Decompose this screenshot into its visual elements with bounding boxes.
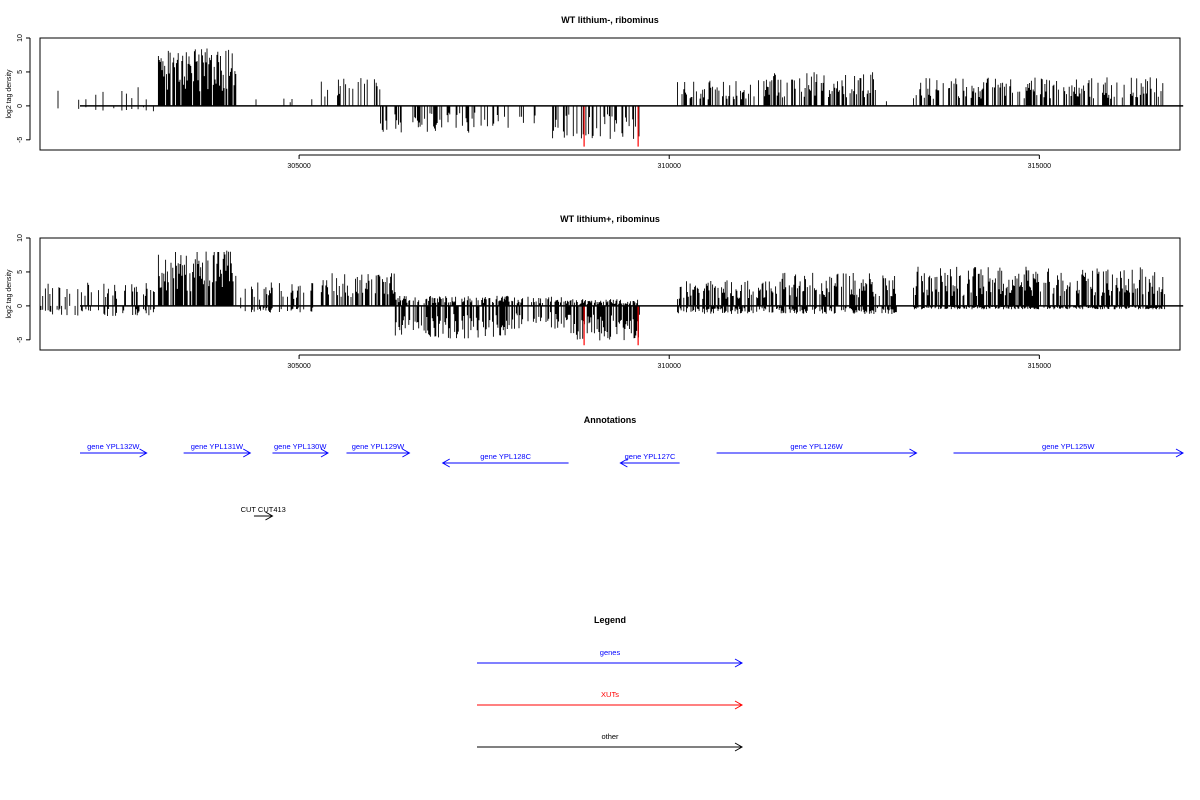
legend-items: genes XUTs other [477,648,744,752]
x-tick-label: 315000 [1028,363,1051,370]
annotation-feature: gene YPL128C [441,452,569,468]
y-tick-label: -5 [17,137,24,143]
x-tick-label: 315000 [1028,163,1051,170]
legend-item: other [477,732,744,752]
arrow-right-icon [734,700,744,710]
y-axis: -5 0 5 10 [17,234,31,343]
plot-frame [39,37,1181,151]
annotation-feature: gene YPL131W [183,442,252,458]
feature-label: gene YPL131W [191,442,244,451]
arrow-right-icon [402,448,411,458]
arrow-right-icon [1175,448,1184,458]
y-tick-label: 5 [17,70,24,74]
density-bar-series [39,250,1166,341]
x-tick-label: 305000 [287,163,310,170]
track-title: WT lithium-, ribominus [561,15,659,25]
arrow-left-icon [619,458,628,468]
legend-title: Legend [594,615,626,625]
arrow-left-icon [441,458,450,468]
xut-bars [583,305,639,346]
annotation-feature: gene YPL129W [346,442,411,458]
annotation-feature: gene YPL132W [80,442,148,458]
density-bars [39,250,1166,341]
arrow-right-icon [320,448,329,458]
density-bars [57,48,1164,139]
legend-label: XUTs [601,690,619,699]
y-tick-label: 0 [17,104,24,108]
density-bar-series [57,48,1164,139]
x-tick-label: 310000 [658,363,681,370]
arrow-right-icon [734,658,744,668]
y-axis: -5 0 5 10 [17,34,31,143]
feature-label: gene YPL127C [625,452,676,461]
y-tick-label: 0 [17,304,24,308]
annotation-feature: gene YPL125W [953,442,1184,458]
arrow-right-icon [139,448,148,458]
track-title: WT lithium+, ribominus [560,214,660,224]
legend-item: genes [477,648,744,668]
feature-label: gene YPL130W [274,442,327,451]
annotation-feature: gene YPL127C [619,452,680,468]
track-panel-lithium-plus: WT lithium+, ribominus log2 tag density … [6,214,1184,370]
x-tick-label: 305000 [287,363,310,370]
y-tick-label: -5 [17,337,24,343]
x-axis: 305000 310000 315000 [287,154,1051,170]
annotation-feature: gene YPL126W [716,442,918,458]
annotations-panel: Annotations gene YPL132W gene YPL131W gene… [80,415,1184,521]
xut-bars [583,105,639,147]
y-tick-label: 10 [17,234,24,242]
y-tick-label: 5 [17,270,24,274]
y-axis-label: log2 tag density [6,269,13,319]
annotations-title: Annotations [584,415,637,425]
x-tick-label: 310000 [658,163,681,170]
feature-label: CUT CUT413 [241,505,286,514]
arrow-right-icon [265,511,274,521]
arrow-right-icon [734,742,744,752]
feature-label: gene YPL126W [790,442,843,451]
track-panel-lithium-minus: WT lithium-, ribominus log2 tag density … [6,15,1184,170]
legend: Legend genes XUTs other [477,615,744,752]
annotation-feature: gene YPL130W [272,442,329,458]
annotation-features: gene YPL132W gene YPL131W gene YPL130W gene… [80,442,1184,521]
y-tick-label: 10 [17,34,24,42]
arrow-right-icon [243,448,252,458]
legend-label: other [601,732,619,741]
annotation-feature: CUT CUT413 [241,505,286,521]
legend-label: genes [600,648,621,657]
feature-label: gene YPL128C [480,452,531,461]
arrow-right-icon [909,448,918,458]
x-axis: 305000 310000 315000 [287,354,1051,370]
feature-label: gene YPL125W [1042,442,1095,451]
feature-label: gene YPL129W [352,442,405,451]
feature-label: gene YPL132W [87,442,140,451]
y-axis-label: log2 tag density [6,69,13,119]
legend-item: XUTs [477,690,744,710]
